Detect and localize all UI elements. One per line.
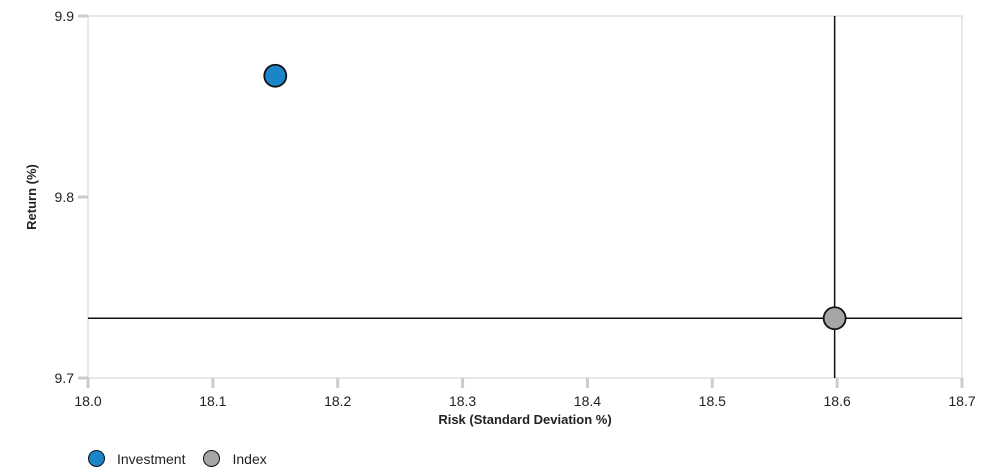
legend-swatch-index-icon xyxy=(203,450,221,467)
legend: Investment Index xyxy=(88,450,285,467)
x-tick-label: 18.1 xyxy=(199,393,226,409)
legend-label-investment: Investment xyxy=(117,450,186,467)
legend-item-investment[interactable]: Investment xyxy=(88,450,185,467)
data-points xyxy=(263,63,847,331)
point-investment[interactable] xyxy=(263,63,288,88)
x-tick-label: 18.4 xyxy=(574,393,601,409)
y-tick-label: 9.7 xyxy=(55,370,75,386)
y-axis-title: Return (%) xyxy=(24,164,39,230)
x-axis: 18.0 18.1 18.2 18.3 18.4 18.5 18.6 18.7 xyxy=(74,378,976,409)
legend-label-index: Index xyxy=(232,450,267,467)
x-tick-label: 18.6 xyxy=(824,393,851,409)
y-tick-label: 9.9 xyxy=(55,8,75,24)
x-tick-label: 18.7 xyxy=(948,393,975,409)
point-index[interactable] xyxy=(822,306,847,331)
x-tick-label: 18.3 xyxy=(449,393,476,409)
x-tick-label: 18.2 xyxy=(324,393,351,409)
y-tick-label: 9.8 xyxy=(55,189,75,205)
legend-item-index[interactable]: Index xyxy=(203,450,267,467)
x-tick-label: 18.5 xyxy=(699,393,726,409)
y-axis: 9.7 9.8 9.9 xyxy=(55,8,88,386)
x-tick-label: 18.0 xyxy=(74,393,101,409)
legend-swatch-investment-icon xyxy=(88,450,105,467)
x-axis-title: Risk (Standard Deviation %) xyxy=(438,412,611,427)
